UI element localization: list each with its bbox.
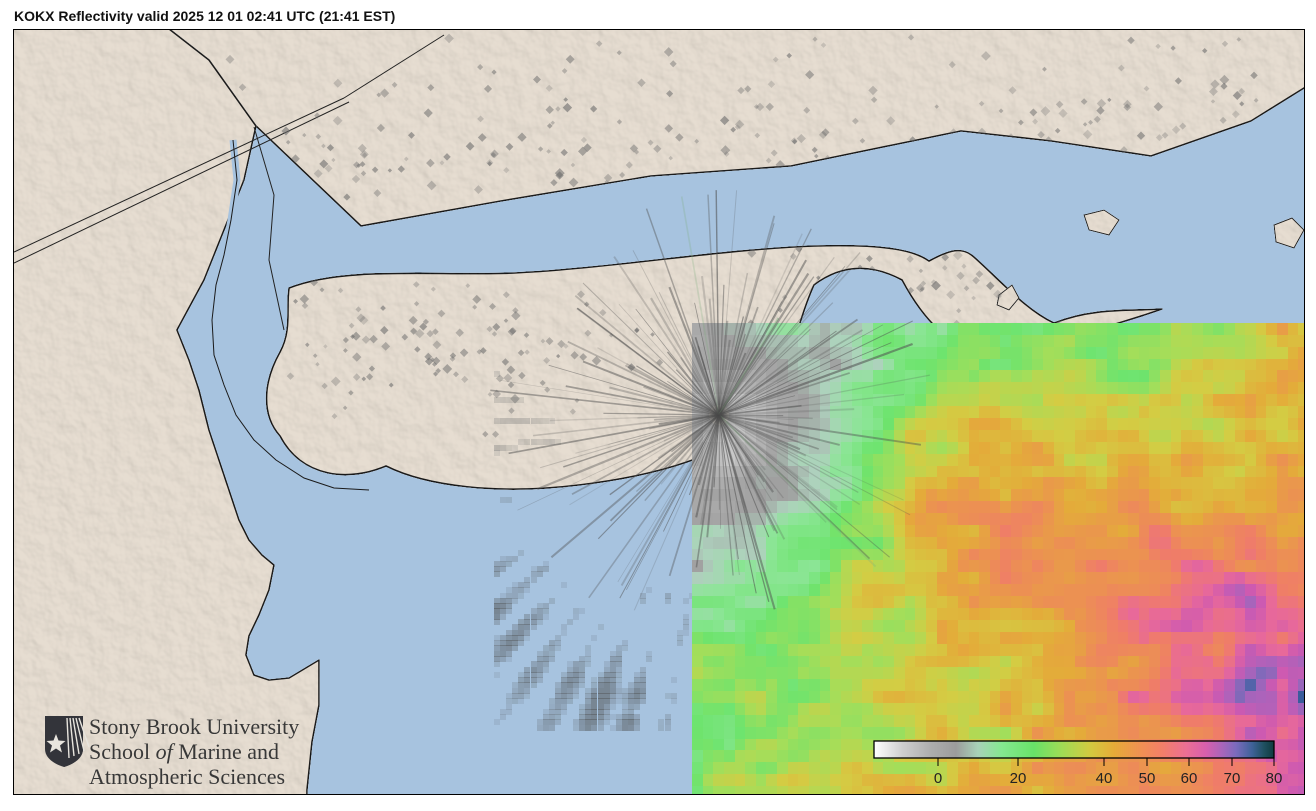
svg-text:60: 60 [1181, 770, 1198, 787]
svg-text:40: 40 [1096, 770, 1113, 787]
svg-text:Stony Brook University: Stony Brook University [89, 714, 299, 739]
svg-text:70: 70 [1224, 770, 1241, 787]
svg-text:Atmospheric Sciences: Atmospheric Sciences [89, 764, 285, 789]
svg-text:50: 50 [1139, 770, 1156, 787]
svg-text:80: 80 [1266, 770, 1283, 787]
svg-text:20: 20 [1010, 770, 1027, 787]
svg-text:School of Marine and: School of Marine and [89, 739, 279, 764]
svg-text:0: 0 [934, 770, 942, 787]
